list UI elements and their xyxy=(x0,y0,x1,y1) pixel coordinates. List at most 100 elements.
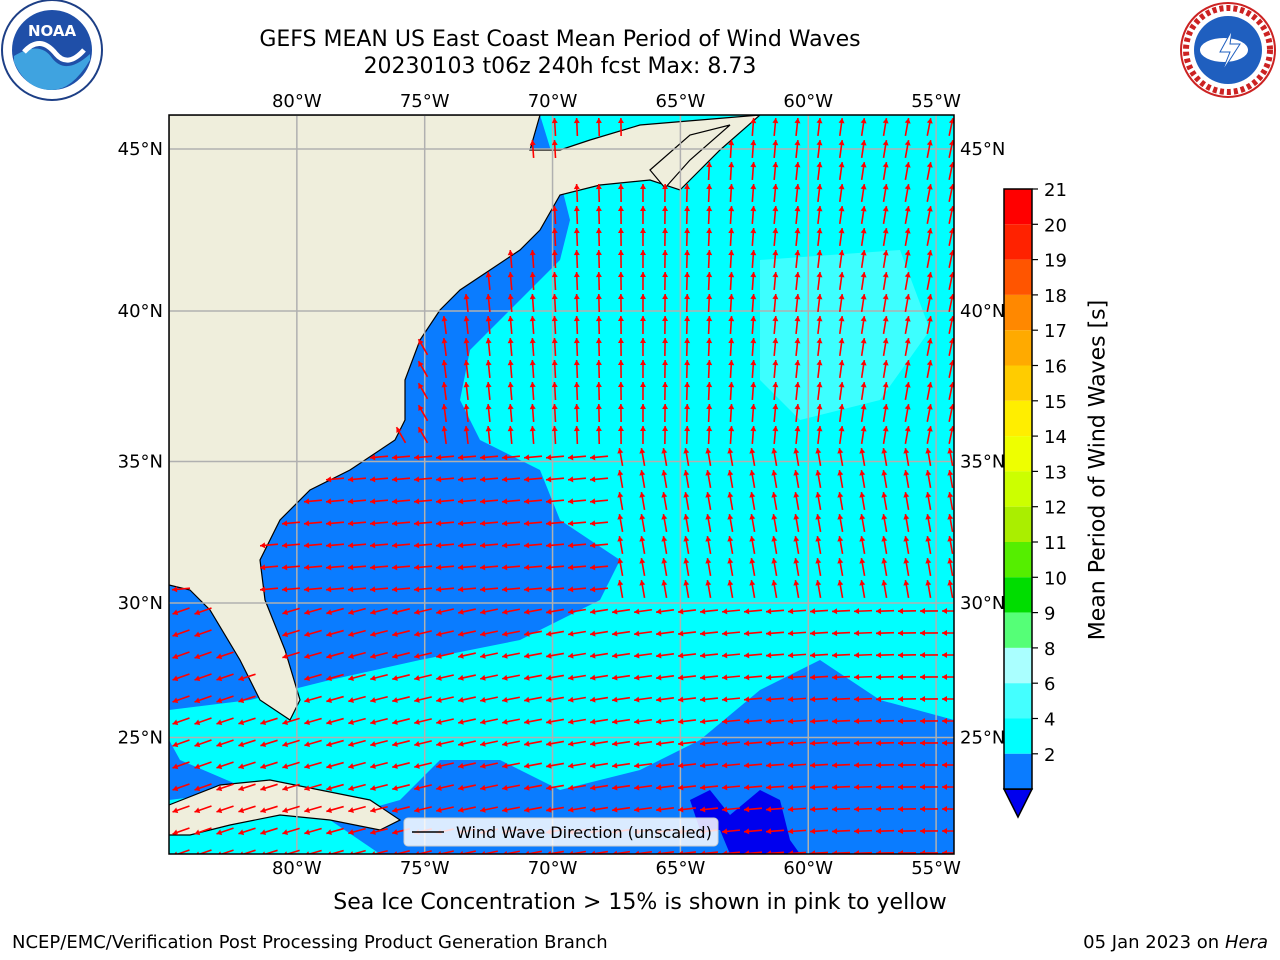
wave-direction-arrow xyxy=(392,630,410,637)
wave-direction-arrow xyxy=(897,630,917,637)
wave-direction-arrow xyxy=(260,761,278,770)
wave-direction-arrow xyxy=(794,359,801,379)
wave-direction-arrow xyxy=(281,564,301,571)
wave-direction-arrow xyxy=(551,117,558,137)
wave-direction-arrow xyxy=(413,476,433,483)
wave-direction-arrow xyxy=(794,117,801,137)
wave-direction-arrow xyxy=(765,740,785,747)
wave-direction-arrow xyxy=(392,806,410,813)
wave-direction-arrow xyxy=(617,227,624,247)
wave-direction-arrow xyxy=(706,315,713,335)
wave-direction-arrow xyxy=(941,762,954,769)
wave-direction-arrow xyxy=(809,740,829,747)
wave-direction-arrow xyxy=(551,139,558,159)
wave-direction-arrow xyxy=(502,652,520,659)
wave-direction-arrow xyxy=(721,608,741,615)
wave-direction-arrow xyxy=(172,827,190,836)
wave-direction-arrow xyxy=(881,579,888,599)
wave-direction-arrow xyxy=(809,674,829,681)
wave-direction-arrow xyxy=(881,447,888,467)
wave-direction-arrow xyxy=(750,403,757,423)
wave-direction-arrow xyxy=(809,630,829,637)
wave-direction-arrow xyxy=(809,806,829,813)
wave-direction-arrow xyxy=(684,271,691,291)
wave-direction-arrow xyxy=(948,426,954,444)
wave-direction-arrow xyxy=(640,403,647,423)
wave-direction-arrow xyxy=(458,784,476,791)
wave-direction-arrow xyxy=(485,337,492,357)
wave-direction-arrow xyxy=(529,425,536,445)
wave-direction-arrow xyxy=(728,381,735,401)
wave-direction-arrow xyxy=(617,513,624,533)
wave-direction-arrow xyxy=(728,293,735,313)
lon-tick-label-bottom: 70°W xyxy=(528,858,578,879)
wave-direction-arrow xyxy=(706,359,713,379)
footer-date-text: 05 Jan 2023 on xyxy=(1083,932,1225,953)
lon-tick-label-top: 75°W xyxy=(400,91,450,112)
wave-direction-arrow xyxy=(684,249,691,269)
colorbar-tick-label: 10 xyxy=(1044,568,1067,589)
wave-direction-arrow xyxy=(589,498,609,505)
wave-direction-arrow xyxy=(458,608,476,615)
wave-direction-arrow xyxy=(172,739,190,748)
colorbar-tick-label: 19 xyxy=(1044,251,1067,272)
wave-direction-arrow xyxy=(765,630,785,637)
wave-direction-arrow xyxy=(684,315,691,335)
wave-direction-arrow xyxy=(897,608,917,615)
wave-direction-arrow xyxy=(853,762,873,769)
wave-direction-arrow xyxy=(897,828,917,835)
wave-direction-arrow xyxy=(325,542,345,549)
wave-direction-arrow xyxy=(463,293,470,313)
wave-direction-arrow xyxy=(809,718,829,725)
wave-direction-arrow xyxy=(677,806,697,813)
wave-direction-arrow xyxy=(370,739,388,747)
wave-direction-arrow xyxy=(551,315,558,335)
wave-direction-arrow xyxy=(326,673,344,681)
wave-direction-arrow xyxy=(875,608,895,615)
wave-direction-arrow xyxy=(436,762,454,769)
wave-direction-arrow xyxy=(501,564,521,571)
wave-direction-arrow xyxy=(699,784,719,791)
wave-direction-arrow xyxy=(837,557,844,577)
wave-direction-arrow xyxy=(281,520,301,527)
wave-direction-arrow xyxy=(194,761,212,770)
wave-direction-arrow xyxy=(772,403,779,423)
wave-direction-arrow xyxy=(794,315,801,335)
noaa-logo-icon: NOAA xyxy=(1,0,103,101)
lon-ticks-bottom: 80°W 75°W 70°W 65°W 60°W 55°W xyxy=(272,858,961,879)
wave-direction-arrow xyxy=(633,696,653,703)
wave-direction-arrow xyxy=(348,827,366,835)
wave-direction-arrow xyxy=(793,491,800,511)
wave-direction-arrow xyxy=(655,652,675,659)
wave-direction-arrow xyxy=(925,513,932,533)
svg-text:NOAA: NOAA xyxy=(28,22,77,40)
wave-direction-arrow xyxy=(458,740,476,747)
wave-direction-arrow xyxy=(325,564,345,571)
wave-direction-arrow xyxy=(875,740,895,747)
wave-direction-arrow xyxy=(809,652,829,659)
wave-direction-arrow xyxy=(793,513,800,533)
wave-direction-arrow xyxy=(369,586,389,593)
wave-direction-arrow xyxy=(838,227,845,247)
wave-direction-arrow xyxy=(683,491,690,511)
wave-direction-arrow xyxy=(903,579,910,599)
wave-direction-arrow xyxy=(728,227,735,247)
wave-direction-arrow xyxy=(948,272,954,290)
wave-direction-arrow xyxy=(282,717,300,726)
lon-tick-label-top: 70°W xyxy=(528,91,578,112)
wave-direction-arrow xyxy=(706,425,713,445)
wave-direction-arrow xyxy=(639,469,646,489)
wave-direction-arrow xyxy=(633,762,653,769)
wave-direction-arrow xyxy=(859,513,866,533)
wave-direction-arrow xyxy=(838,249,845,269)
wave-direction-arrow xyxy=(348,805,366,813)
wave-direction-arrow xyxy=(282,739,300,748)
wave-direction-arrow xyxy=(551,403,558,423)
wave-direction-arrow xyxy=(859,469,866,489)
sea-ice-caption: Sea Ice Concentration > 15% is shown in … xyxy=(0,890,1280,915)
wave-direction-arrow xyxy=(617,557,624,577)
wave-direction-arrow xyxy=(567,674,587,681)
wave-direction-arrow xyxy=(567,476,587,483)
wave-direction-arrow xyxy=(699,630,719,637)
wave-direction-arrow xyxy=(721,806,741,813)
